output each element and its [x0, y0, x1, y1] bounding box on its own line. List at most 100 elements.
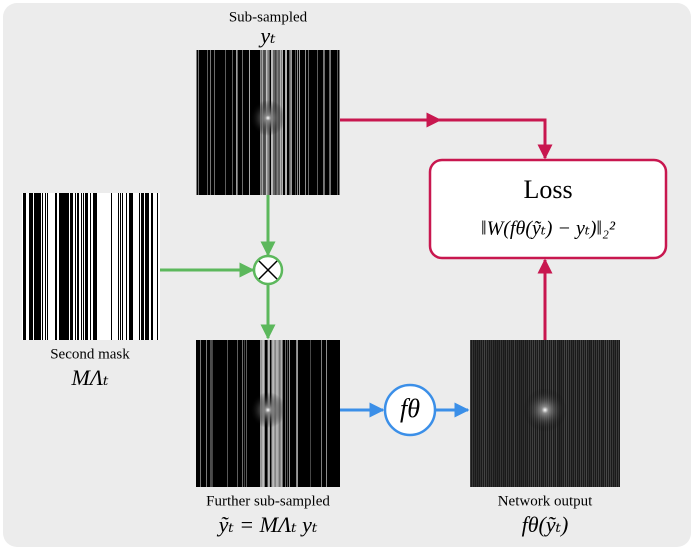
texture — [289, 50, 290, 195]
texture — [129, 193, 130, 340]
texture — [600, 340, 601, 487]
texture — [496, 340, 497, 487]
symbol: fθ(ỹₜ) — [522, 512, 569, 537]
texture — [580, 340, 581, 487]
texture — [24, 193, 25, 340]
texture — [37, 193, 38, 340]
texture — [588, 340, 589, 487]
texture — [65, 193, 66, 340]
texture — [606, 340, 607, 487]
texture — [582, 340, 583, 487]
texture — [152, 193, 153, 340]
texture — [72, 193, 73, 340]
texture — [249, 50, 250, 195]
texture — [470, 340, 471, 487]
texture — [506, 340, 507, 487]
texture — [23, 193, 24, 340]
texture — [590, 340, 591, 487]
texture — [64, 193, 65, 340]
texture — [211, 340, 212, 487]
texture — [131, 193, 132, 340]
texture — [207, 50, 208, 195]
texture — [498, 340, 499, 487]
texture — [39, 193, 40, 340]
texture — [56, 193, 57, 340]
texture — [96, 193, 97, 340]
texture — [330, 50, 331, 195]
texture — [494, 340, 495, 487]
texture — [286, 50, 287, 195]
texture — [86, 193, 87, 340]
texture — [474, 340, 475, 487]
texture — [586, 340, 587, 487]
texture — [214, 50, 215, 195]
symbol: ỹₜ = MΛₜ yₜ — [217, 512, 318, 537]
texture — [500, 340, 501, 487]
texture — [237, 340, 238, 487]
texture — [157, 193, 158, 340]
texture — [478, 340, 479, 487]
texture — [295, 50, 296, 195]
texture — [61, 193, 62, 340]
texture — [85, 193, 86, 340]
texture — [472, 340, 473, 487]
texture — [210, 50, 211, 195]
texture — [592, 340, 593, 487]
texture — [111, 193, 112, 340]
texture — [141, 193, 142, 340]
caption: Network output — [498, 493, 593, 509]
texture — [594, 340, 595, 487]
texture — [90, 193, 91, 340]
texture — [225, 50, 226, 195]
texture — [66, 193, 67, 340]
texture — [574, 340, 575, 487]
texture — [572, 340, 573, 487]
texture — [522, 340, 523, 487]
texture — [568, 340, 569, 487]
texture — [329, 50, 330, 195]
texture — [210, 340, 211, 487]
texture — [598, 340, 599, 487]
texture — [482, 340, 483, 487]
texture — [198, 50, 199, 195]
texture — [510, 340, 511, 487]
multiply-sign — [258, 260, 278, 280]
texture — [59, 193, 60, 340]
texture — [596, 340, 597, 487]
loss-formula: ‖W(fθ(ỹₜ) − yₜ)‖₂² — [481, 218, 616, 240]
texture — [290, 50, 291, 195]
texture — [87, 193, 88, 340]
texture — [339, 50, 340, 195]
texture — [62, 193, 63, 340]
texture — [297, 340, 298, 487]
texture — [584, 340, 585, 487]
texture — [616, 340, 617, 487]
texture — [38, 193, 39, 340]
texture — [246, 340, 247, 487]
texture — [242, 340, 243, 487]
texture — [614, 340, 615, 487]
texture — [287, 340, 288, 487]
texture — [147, 193, 148, 340]
texture — [29, 193, 30, 340]
texture — [232, 50, 233, 195]
texture — [576, 340, 577, 487]
caption: Second mask — [50, 346, 130, 362]
texture — [492, 340, 493, 487]
texture — [75, 193, 76, 340]
texture — [77, 193, 78, 340]
texture — [476, 340, 477, 487]
texture — [83, 193, 84, 340]
texture — [512, 340, 513, 487]
kspace-image — [196, 50, 340, 195]
texture — [520, 340, 521, 487]
texture — [122, 193, 123, 340]
texture — [35, 193, 36, 340]
texture — [490, 340, 491, 487]
caption: Further sub-sampled — [206, 493, 330, 509]
texture — [326, 340, 327, 487]
texture — [308, 50, 309, 195]
texture — [146, 193, 147, 340]
texture — [95, 193, 96, 340]
texture — [486, 340, 487, 487]
